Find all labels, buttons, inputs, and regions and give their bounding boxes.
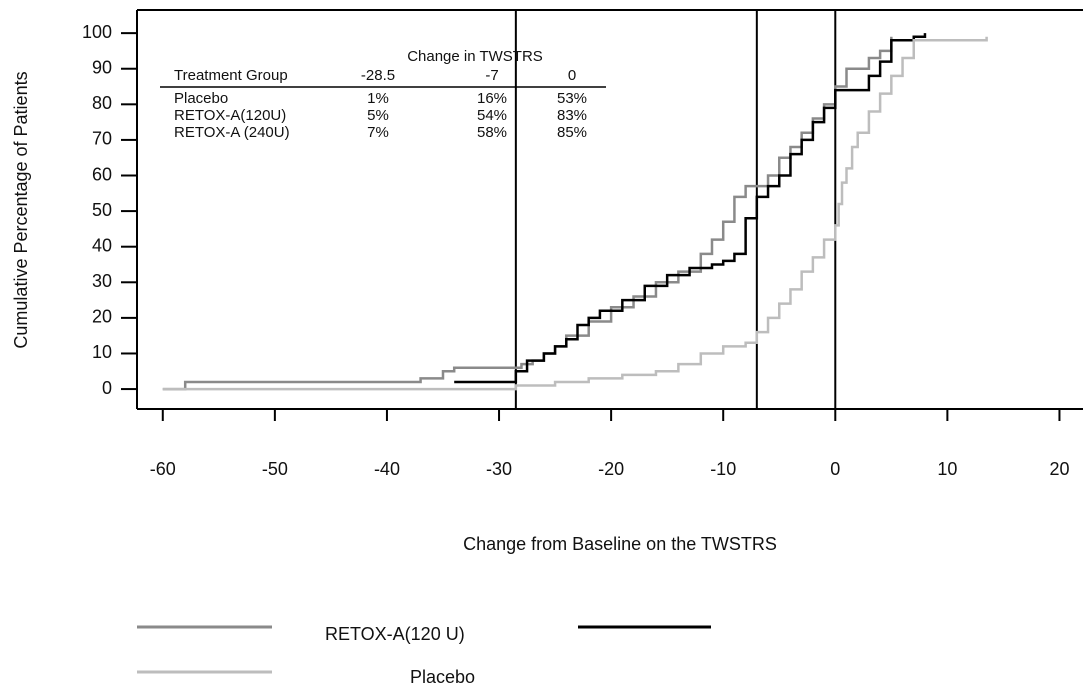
y-tick-label: 90 bbox=[92, 57, 112, 77]
x-tick-label: -30 bbox=[486, 459, 512, 479]
y-tick-label: 80 bbox=[92, 93, 112, 113]
table-title: Change in TWSTRS bbox=[407, 48, 543, 65]
table-header: Treatment Group bbox=[174, 67, 288, 84]
y-tick-label: 100 bbox=[82, 22, 112, 42]
x-tick-label: -40 bbox=[374, 459, 400, 479]
y-axis-label: Cumulative Percentage of Patients bbox=[11, 71, 31, 348]
x-tick-label: -10 bbox=[710, 459, 736, 479]
x-axis-label: Change from Baseline on the TWSTRS bbox=[463, 534, 777, 554]
table-cell: 54% bbox=[477, 107, 507, 124]
table-header: -7 bbox=[485, 67, 498, 84]
table-cell: 1% bbox=[367, 90, 389, 107]
y-tick-label: 30 bbox=[92, 271, 112, 291]
table-cell: 53% bbox=[557, 90, 587, 107]
y-tick-label: 20 bbox=[92, 307, 112, 327]
table-header: -28.5 bbox=[361, 67, 395, 84]
table-cell: 7% bbox=[367, 124, 389, 141]
y-tick-label: 50 bbox=[92, 200, 112, 220]
y-tick-label: 0 bbox=[102, 378, 112, 398]
y-tick-label: 10 bbox=[92, 342, 112, 362]
legend-label: Placebo bbox=[410, 667, 475, 687]
table-cell: RETOX-A(120U) bbox=[174, 107, 286, 124]
y-tick-label: 60 bbox=[92, 164, 112, 184]
step-line bbox=[162, 36, 988, 391]
y-tick-label: 70 bbox=[92, 129, 112, 149]
step-line bbox=[454, 33, 927, 384]
table-cell: RETOX-A (240U) bbox=[174, 124, 290, 141]
x-tick-label: -60 bbox=[150, 459, 176, 479]
y-tick-label: 40 bbox=[92, 235, 112, 255]
legend-label: RETOX-A(120 U) bbox=[325, 624, 465, 644]
table-cell: 16% bbox=[477, 90, 507, 107]
x-tick-label: -50 bbox=[262, 459, 288, 479]
table-cell: 85% bbox=[557, 124, 587, 141]
table-cell: 5% bbox=[367, 107, 389, 124]
x-tick-label: 0 bbox=[830, 459, 840, 479]
x-tick-label: 20 bbox=[1049, 459, 1069, 479]
table-header: 0 bbox=[568, 67, 576, 84]
table-cell: Placebo bbox=[174, 90, 228, 107]
x-tick-label: 10 bbox=[937, 459, 957, 479]
x-tick-label: -20 bbox=[598, 459, 624, 479]
table-cell: 83% bbox=[557, 107, 587, 124]
step-line bbox=[162, 36, 893, 391]
table-cell: 58% bbox=[477, 124, 507, 141]
